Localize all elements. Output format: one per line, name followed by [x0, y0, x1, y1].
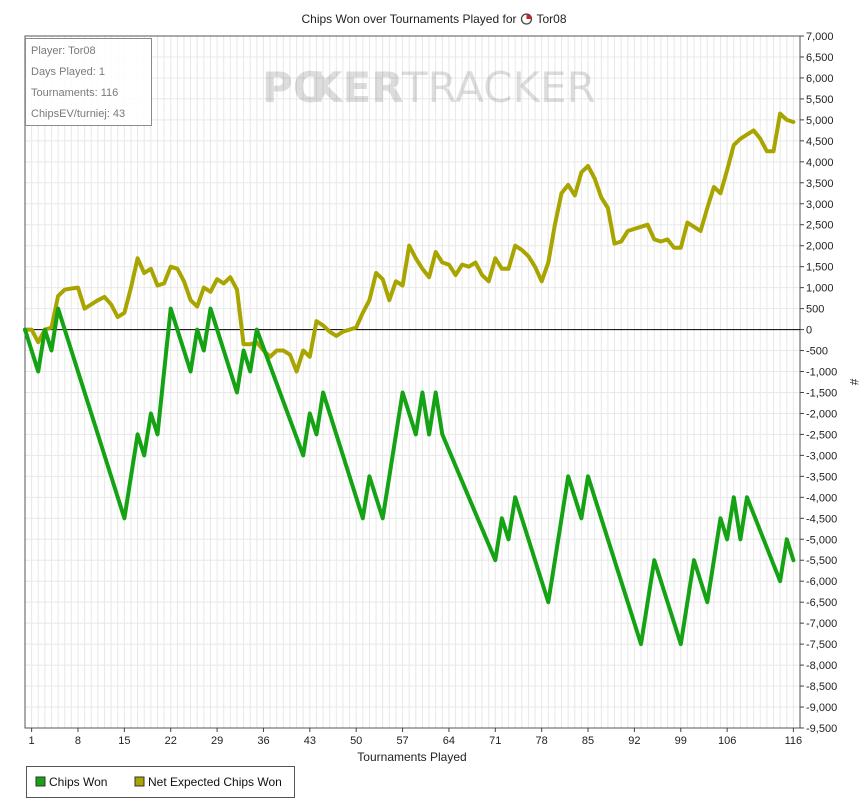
chart-title: Chips Won over Tournaments Played for — [301, 12, 516, 26]
x-axis-label: Tournaments Played — [357, 750, 466, 764]
y-tick-label: -3,500 — [806, 471, 837, 483]
info-box: Player: Tor08 Days Played: 1 Tournaments… — [25, 38, 152, 126]
x-tick-label: 64 — [443, 735, 455, 747]
y-tick-label: 2,500 — [806, 220, 834, 232]
y-tick-label: -2,000 — [806, 408, 837, 420]
y-tick-label: -7,000 — [806, 618, 837, 630]
legend-swatch-net-expected — [134, 776, 145, 787]
y-tick-label: -2,500 — [806, 429, 837, 441]
y-axis-label: # — [847, 379, 861, 386]
x-tick-label: 99 — [675, 735, 687, 747]
chart-title-player: Tor08 — [536, 12, 566, 26]
x-tick-label: 71 — [489, 735, 501, 747]
y-tick-label: -4,500 — [806, 513, 837, 525]
x-tick-label: 57 — [396, 735, 408, 747]
series-line-net-expected-chips-won — [23, 111, 796, 374]
info-days-played: Days Played: 1 — [31, 66, 105, 78]
y-tick-label: 6,500 — [806, 52, 834, 64]
pokertracker-watermark: PO KER TRACKER — [262, 63, 596, 112]
y-tick-label: 7,000 — [806, 31, 834, 43]
y-tick-label: -8,000 — [806, 660, 837, 672]
y-tick-label: 4,500 — [806, 136, 834, 148]
info-player: Player: Tor08 — [31, 45, 96, 57]
y-tick-label: 5,500 — [806, 94, 834, 106]
y-tick-label: -1,000 — [806, 367, 837, 379]
x-tick-label: 36 — [257, 735, 269, 747]
player-icon — [520, 13, 533, 25]
info-tournaments: Tournaments: 116 — [31, 87, 118, 99]
y-tick-label: -7,500 — [806, 639, 837, 651]
y-tick-label: 0 — [806, 325, 812, 337]
y-tick-label: -6,000 — [806, 576, 837, 588]
y-tick-label: 2,000 — [806, 241, 834, 253]
info-box-frame — [25, 38, 152, 126]
watermark-po: PO — [262, 63, 329, 112]
x-tick-label: 43 — [304, 735, 316, 747]
series-layer — [23, 111, 796, 647]
plot-area-border — [24, 35, 801, 729]
y-tick-label: -3,000 — [806, 450, 837, 462]
legend-label-chips-won: Chips Won — [49, 775, 107, 789]
x-tick-label: 50 — [350, 735, 362, 747]
x-tick-label: 116 — [785, 735, 803, 747]
legend-swatch-chips-won — [35, 776, 46, 787]
y-tick-label: -5,500 — [806, 555, 837, 567]
legend-frame — [26, 766, 295, 798]
x-tick-label: 106 — [718, 735, 736, 747]
y-tick-label: 500 — [806, 304, 824, 316]
x-tick-label: 22 — [165, 735, 177, 747]
series-line-chips-won — [23, 306, 796, 647]
y-tick-label: 4,000 — [806, 157, 834, 169]
y-tick-label: -8,500 — [806, 681, 837, 693]
y-tick-label: -1,500 — [806, 387, 837, 399]
y-tick-label: 5,000 — [806, 115, 834, 127]
y-tick-label: 1,000 — [806, 283, 834, 295]
x-tick-label: 8 — [75, 735, 81, 747]
info-chipsev: ChipsEV/turniej: 43 — [31, 108, 125, 120]
watermark-ker: KER — [310, 63, 404, 112]
y-tick-label: -9,000 — [806, 702, 837, 714]
x-tick-label: 92 — [628, 735, 640, 747]
y-tick-label: -500 — [806, 346, 828, 358]
x-axis-ticks: 1 8 15 22 29 36 43 50 57 64 71 78 85 92 99 106 116 — [29, 728, 803, 747]
y-tick-label: -4,000 — [806, 492, 837, 504]
legend: Chips Won Net Expected Chips Won — [26, 766, 295, 798]
watermark-tracker: TRACKER — [401, 63, 596, 112]
y-tick-label: 6,000 — [806, 73, 834, 85]
y-tick-label: -6,500 — [806, 597, 837, 609]
y-tick-label: 3,000 — [806, 199, 834, 211]
vertical-gridlines — [31, 36, 794, 728]
horizontal-gridlines — [25, 35, 800, 729]
y-tick-label: -5,000 — [806, 534, 837, 546]
y-tick-label: 1,500 — [806, 262, 834, 274]
y-tick-label: 3,500 — [806, 178, 834, 190]
x-tick-label: 78 — [536, 735, 548, 747]
y-tick-label: -9,500 — [806, 723, 837, 735]
x-tick-label: 15 — [118, 735, 130, 747]
x-tick-label: 85 — [582, 735, 594, 747]
legend-label-net-expected: Net Expected Chips Won — [148, 775, 282, 789]
x-tick-label: 29 — [211, 735, 223, 747]
y-axis-ticks: 7,000 6,500 6,000 5,500 5,000 4,500 4,000 3,500… — [800, 31, 837, 735]
x-tick-label: 1 — [29, 735, 35, 747]
